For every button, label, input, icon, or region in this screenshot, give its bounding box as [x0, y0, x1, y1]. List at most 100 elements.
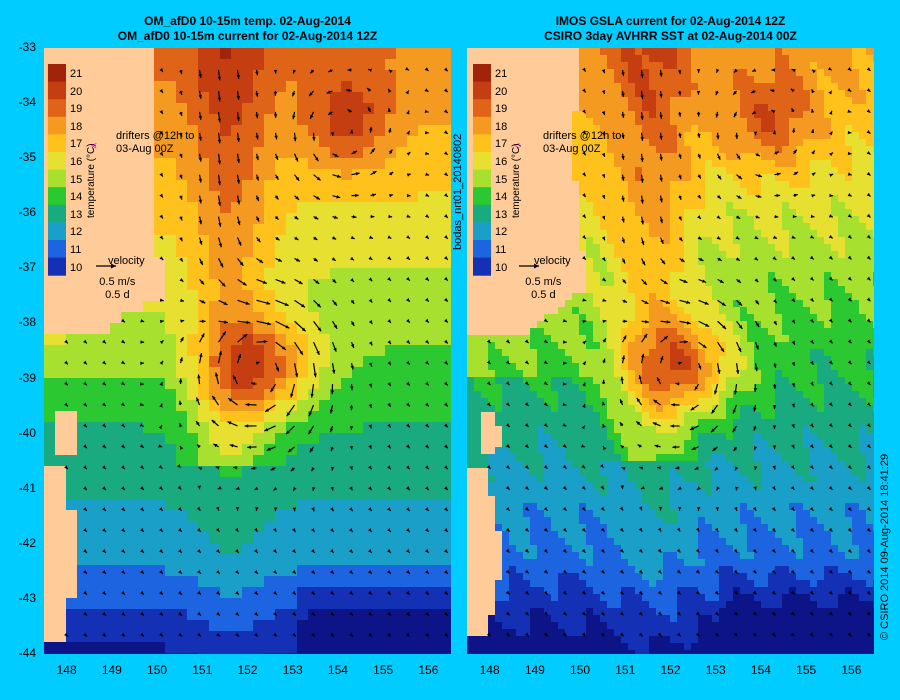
x-tick-label: 156 — [418, 663, 439, 677]
y-tick-label: -40 — [18, 425, 36, 440]
colorbar-label: 10 — [495, 261, 508, 274]
velocity-legend-speed: 0.5 m/s — [525, 276, 562, 288]
colorbar-label: 19 — [70, 103, 83, 116]
colorbar-label: 16 — [495, 156, 508, 168]
panel-2-title: IMOS GSLA current for 02-Aug-2014 12Z CS… — [467, 14, 874, 44]
colorbar-label: 21 — [70, 68, 83, 80]
velocity-legend-speed: 0.5 m/s — [99, 276, 136, 288]
drifters-legend-line1: drifters @12h to — [116, 130, 195, 142]
colorbar-label: 12 — [495, 226, 508, 239]
temperature-field — [467, 48, 874, 654]
colorbar-swatch — [48, 169, 66, 188]
velocity-legend-duration: 0.5 d — [105, 289, 130, 301]
colorbar-label: 13 — [495, 208, 508, 221]
velocity-legend-duration: 0.5 d — [531, 289, 556, 301]
model-temperature-map: < — [44, 48, 451, 654]
temperature-field — [44, 48, 451, 654]
y-tick-label: -33 — [18, 40, 36, 54]
colorbar-label: 15 — [70, 173, 83, 186]
x-tick-label: 154 — [750, 663, 771, 677]
x-tick-label: 151 — [192, 663, 213, 677]
velocity-scale-arrowhead — [534, 263, 539, 269]
colorbar-swatch — [473, 222, 491, 241]
y-tick-label: -37 — [18, 260, 36, 275]
colorbar-swatch — [473, 134, 491, 153]
colorbar-label: 17 — [70, 138, 83, 151]
dataset-id-label: bodas_nrt01_20140802 — [452, 133, 464, 250]
colorbar-swatch — [48, 222, 66, 241]
panel-1-title-line1: OM_afD0 10-15m temp. 02-Aug-2014 — [144, 14, 351, 28]
y-tick-label: -43 — [18, 590, 36, 605]
colorbar-label: 13 — [70, 208, 83, 221]
model-map-canvas: < — [44, 48, 451, 654]
copyright-timestamp: © CSIRO 2014 09-Aug-2014 18:41:29 — [879, 453, 891, 640]
drifters-legend-1: drifters @12h to 03-Aug 00Z — [116, 130, 194, 156]
drifters-legend-line1: drifters @12h to — [543, 130, 622, 142]
colorbar-swatch — [48, 187, 66, 206]
colorbar-swatch — [48, 134, 66, 153]
x-tick-label: 149 — [101, 663, 122, 677]
colorbar-swatch — [48, 204, 66, 223]
y-tick-label: -36 — [18, 205, 36, 220]
colorbar-title: temperature (°C) — [86, 143, 97, 218]
colorbar-swatch — [48, 64, 66, 83]
colorbar-label: 18 — [70, 120, 83, 133]
colorbar-label: 18 — [495, 120, 508, 133]
drifters-legend-line2: 03-Aug 00Z — [543, 143, 601, 155]
colorbar-swatch — [473, 152, 491, 171]
x-tick-label: 153 — [282, 663, 303, 677]
velocity-legend-label: velocity — [108, 255, 145, 267]
colorbar-swatch — [473, 257, 491, 276]
colorbar-swatch — [473, 99, 491, 118]
colorbar-label: 14 — [495, 191, 508, 204]
colorbar-label: 20 — [495, 85, 508, 98]
colorbar-label: 11 — [70, 244, 82, 256]
colorbar-label: 15 — [495, 173, 508, 186]
x-tick-label: 148 — [56, 663, 77, 677]
colorbar-label: 11 — [495, 244, 507, 256]
colorbar-label: 16 — [70, 156, 83, 168]
drifter-marker: < — [514, 141, 520, 152]
colorbar-label: 12 — [70, 226, 83, 239]
y-tick-label: -34 — [18, 95, 36, 110]
current-vectors — [486, 66, 871, 637]
colorbar-swatch — [48, 152, 66, 171]
observed-map-canvas: < — [467, 48, 874, 654]
y-tick-label: -35 — [18, 150, 36, 165]
x-tick-label: 156 — [841, 663, 862, 677]
drifters-legend-line2: 03-Aug 00Z — [116, 143, 174, 155]
x-tick-label: 148 — [479, 663, 500, 677]
velocity-legend-1: velocity 0.5 m/s 0.5 d — [90, 255, 145, 302]
x-tick-label: 150 — [570, 663, 591, 677]
drifters-legend-2: drifters @12h to 03-Aug 00Z — [543, 130, 621, 156]
x-tick-label: 152 — [237, 663, 258, 677]
y-tick-label: -41 — [18, 480, 36, 495]
panel-1-title-line2: OM_afD0 10-15m current for 02-Aug-2014 1… — [117, 29, 378, 43]
colorbar-label: 20 — [70, 85, 83, 98]
x-tick-label: 149 — [524, 663, 545, 677]
colorbar-title: temperature (°C) — [511, 143, 522, 218]
x-tick-label: 152 — [660, 663, 681, 677]
x-tick-label: 151 — [615, 663, 636, 677]
colorbar-swatch — [48, 240, 66, 259]
x-tick-label: 155 — [373, 663, 394, 677]
colorbar-label: 14 — [70, 191, 83, 204]
y-tick-label: -39 — [18, 370, 36, 385]
panel-2-title-line1: IMOS GSLA current for 02-Aug-2014 12Z — [555, 14, 786, 28]
panel-2-title-line2: CSIRO 3day AVHRR SST at 02-Aug-2014 00Z — [544, 29, 797, 43]
colorbar-swatch — [473, 169, 491, 188]
velocity-legend-2: velocity 0.5 m/s 0.5 d — [516, 255, 570, 302]
colorbar-swatch — [473, 204, 491, 223]
colorbar-swatch — [48, 116, 66, 135]
x-tick-label: 155 — [796, 663, 817, 677]
y-tick-label: -38 — [18, 315, 36, 330]
x-tick-label: 154 — [327, 663, 348, 677]
colorbar-swatch — [48, 81, 66, 100]
colorbar-label: 10 — [70, 261, 83, 274]
panel-1-title: OM_afD0 10-15m temp. 02-Aug-2014 OM_afD0… — [44, 14, 451, 44]
colorbar-swatch — [48, 99, 66, 118]
colorbar-gradient — [473, 64, 491, 276]
y-tick-label: -44 — [18, 646, 36, 660]
drifter-marker: < — [91, 141, 97, 152]
colorbar-label: 17 — [495, 138, 508, 151]
